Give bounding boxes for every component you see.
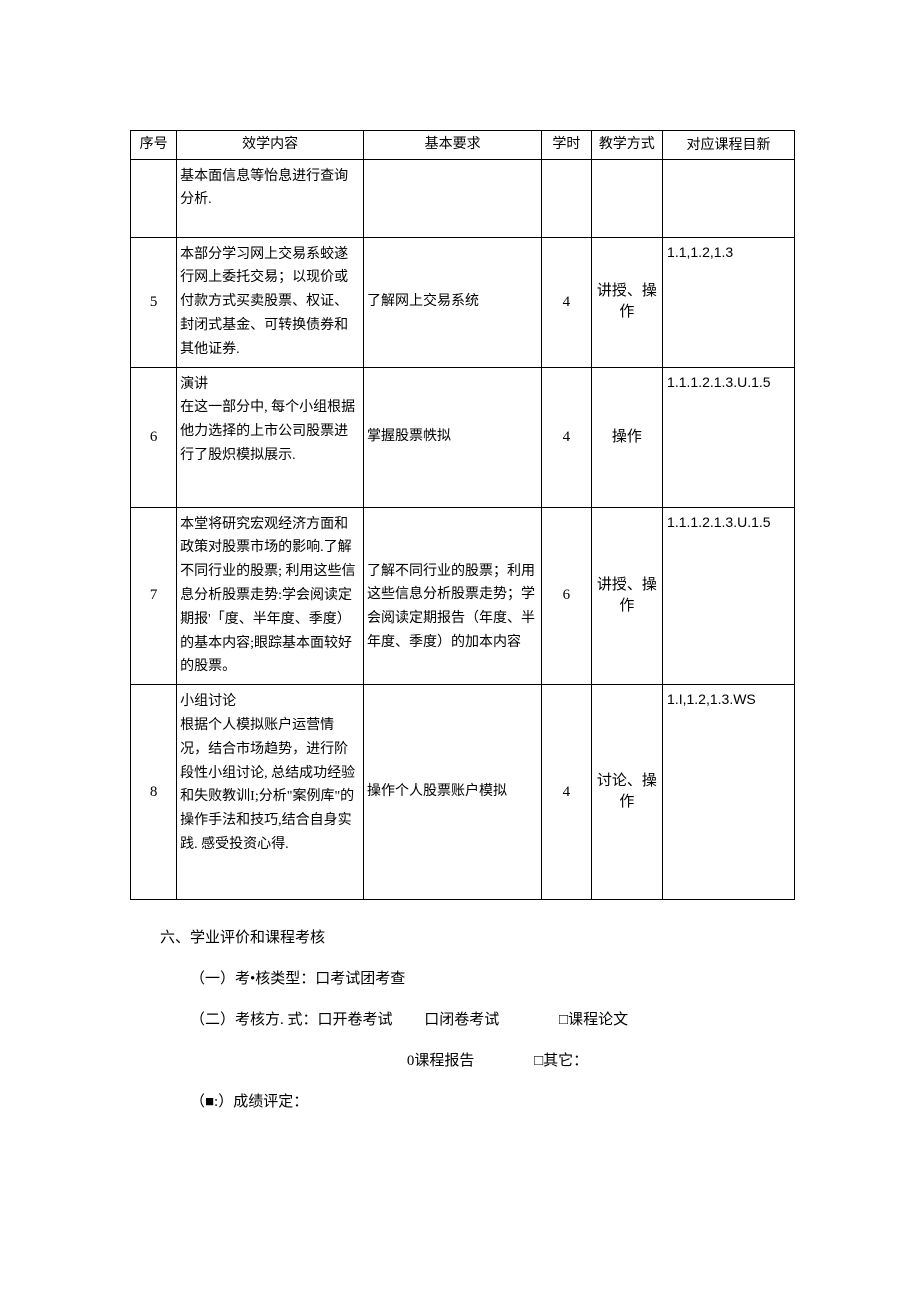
- cell-seq: 5: [131, 237, 177, 367]
- method-closed: 口闭卷考试: [424, 1012, 499, 1028]
- cell-seq: 8: [131, 685, 177, 900]
- cell-content: 演讲在这一部分中, 每个小组根据他力选择的上市公司股票进行了股炽模拟展示.: [177, 367, 364, 507]
- cell-seq: 7: [131, 507, 177, 685]
- assessment-type: （一）考•核类型：口考试团考查: [190, 969, 795, 990]
- cell-req: [364, 159, 542, 237]
- course-table: 序号 效学内容 基本要求 学时 教学方式 对应课程目新 基本面信息等怡息进行查询…: [130, 130, 795, 900]
- header-hours: 学时: [542, 131, 591, 160]
- table-row: 8 小组讨论根据个人模拟账户运营情况，结合市场趋势，进行阶段性小组讨论, 总结成…: [131, 685, 795, 900]
- assessment-method-line1: （二）考核方. 式：口开卷考试 口闭卷考试 □课程论文: [190, 1010, 795, 1031]
- cell-goal: [663, 159, 795, 237]
- cell-content: 本堂将研究宏观经济方面和政策对股票市场的影响.了解不同行业的股票; 利用这些信息…: [177, 507, 364, 685]
- cell-req: 操作个人股票账户模拟: [364, 685, 542, 900]
- cell-method: 讲授、操作: [591, 237, 662, 367]
- cell-goal: 1.1.1.2.1.3.U.1.5: [663, 507, 795, 685]
- cell-req: 掌握股票帙拟: [364, 367, 542, 507]
- cell-content: 本部分学习网上交易系蛟遂行网上委托交易；以现价或付款方式买卖股票、权证、封闭式基…: [177, 237, 364, 367]
- header-seq: 序号: [131, 131, 177, 160]
- cell-goal: 1.1.1.2.1.3.U.1.5: [663, 367, 795, 507]
- table-header-row: 序号 效学内容 基本要求 学时 教学方式 对应课程目新: [131, 131, 795, 160]
- table-row: 6 演讲在这一部分中, 每个小组根据他力选择的上市公司股票进行了股炽模拟展示. …: [131, 367, 795, 507]
- cell-hours: [542, 159, 591, 237]
- cell-method: 讲授、操作: [591, 507, 662, 685]
- cell-hours: 6: [542, 507, 591, 685]
- cell-req: 了解不同行业的股票；利用这些信息分析股票走势；学会阅读定期报告（年度、半年度、季…: [364, 507, 542, 685]
- cell-seq: 6: [131, 367, 177, 507]
- header-goal: 对应课程目新: [663, 131, 795, 160]
- table-row: 基本面信息等怡息进行查询分析.: [131, 159, 795, 237]
- assessment-method-line2: 0课程报告 □其它：: [130, 1051, 795, 1072]
- cell-req: 了解网上交易系统: [364, 237, 542, 367]
- cell-content: 小组讨论根据个人模拟账户运营情况，结合市场趋势，进行阶段性小组讨论, 总结成功经…: [177, 685, 364, 900]
- cell-content: 基本面信息等怡息进行查询分析.: [177, 159, 364, 237]
- table-row: 7 本堂将研究宏观经济方面和政策对股票市场的影响.了解不同行业的股票; 利用这些…: [131, 507, 795, 685]
- section-heading: 六、学业评价和课程考核: [160, 928, 795, 949]
- header-req: 基本要求: [364, 131, 542, 160]
- table-row: 5 本部分学习网上交易系蛟遂行网上委托交易；以现价或付款方式买卖股票、权证、封闭…: [131, 237, 795, 367]
- cell-hours: 4: [542, 367, 591, 507]
- cell-seq: [131, 159, 177, 237]
- cell-method: 操作: [591, 367, 662, 507]
- header-method: 教学方式: [591, 131, 662, 160]
- cell-hours: 4: [542, 237, 591, 367]
- method-paper: □课程论文: [559, 1012, 628, 1028]
- method-open: （二）考核方. 式：口开卷考试: [190, 1012, 393, 1028]
- method-report: 0课程报告: [407, 1053, 475, 1069]
- header-content: 效学内容: [177, 131, 364, 160]
- cell-method: 讨论、操作: [591, 685, 662, 900]
- cell-method: [591, 159, 662, 237]
- cell-goal: 1.1,1.2,1.3: [663, 237, 795, 367]
- cell-goal: 1.I,1.2,1.3.WS: [663, 685, 795, 900]
- grade-determination: （■:）成绩评定：: [190, 1092, 795, 1113]
- cell-hours: 4: [542, 685, 591, 900]
- method-other: □其它：: [534, 1053, 588, 1069]
